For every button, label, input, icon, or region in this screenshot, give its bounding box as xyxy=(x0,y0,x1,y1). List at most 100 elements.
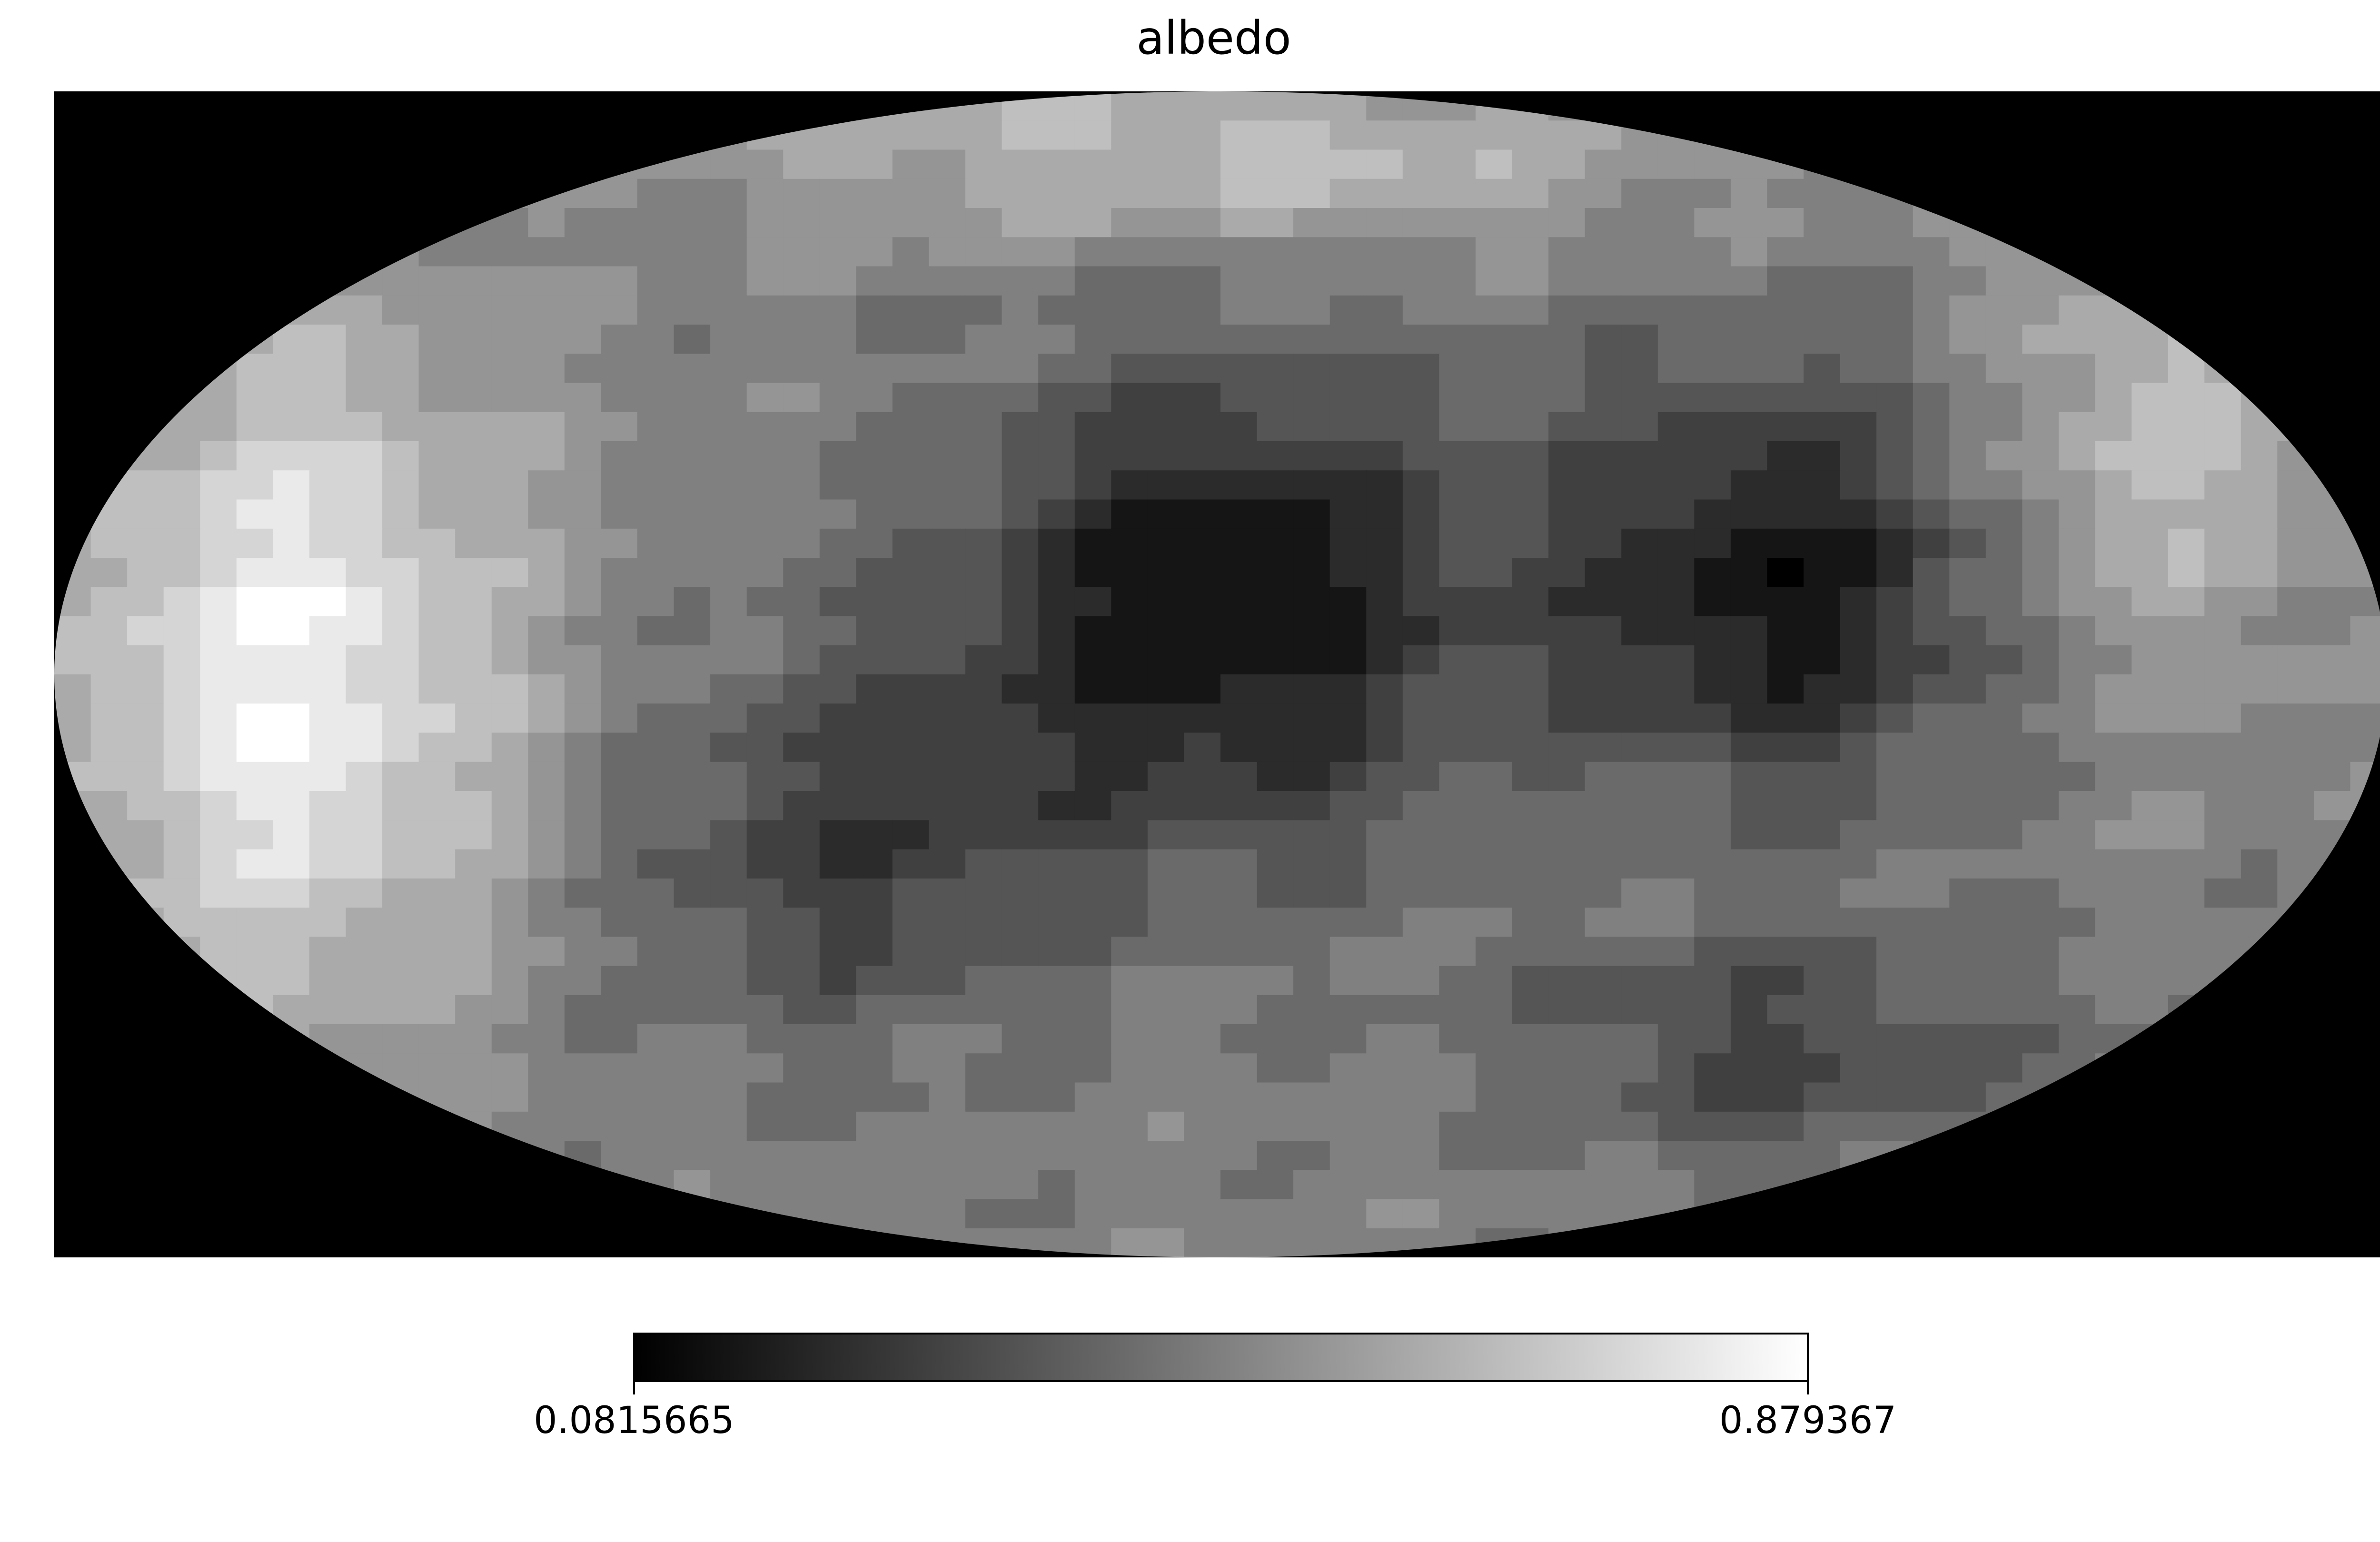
map-cell xyxy=(1657,178,1695,209)
map-cell xyxy=(1220,91,1258,121)
map-cell xyxy=(856,761,893,792)
map-cell xyxy=(1657,325,1695,355)
map-cell xyxy=(127,703,164,733)
map-cell xyxy=(1293,761,1330,792)
map-cell xyxy=(2204,849,2241,879)
map-cell xyxy=(1621,266,1658,296)
map-cell xyxy=(1767,908,1804,938)
map-cell xyxy=(528,587,565,617)
map-cell xyxy=(1402,645,1440,675)
map-cell xyxy=(892,295,930,326)
map-cell xyxy=(2241,645,2278,675)
map-cell xyxy=(1985,761,2023,792)
map-cell xyxy=(1985,995,2023,1025)
map-cell xyxy=(1585,587,1622,617)
map-cell xyxy=(1329,178,1367,209)
map-cell xyxy=(1767,616,1804,646)
map-cell xyxy=(2168,412,2205,442)
map-cell xyxy=(1657,908,1695,938)
map-cell xyxy=(1876,761,1914,792)
map-cell xyxy=(1876,878,1914,909)
map-cell xyxy=(819,178,857,209)
map-cell xyxy=(892,441,930,471)
map-cell xyxy=(1329,528,1367,559)
map-cell xyxy=(1548,937,1586,967)
map-cell xyxy=(1439,761,1476,792)
map-cell xyxy=(1329,703,1367,733)
map-cell xyxy=(674,1111,711,1142)
map-cell xyxy=(1074,587,1112,617)
map-cell xyxy=(783,966,820,996)
map-cell xyxy=(710,383,747,413)
map-cell xyxy=(1038,820,1075,850)
map-cell xyxy=(2132,1024,2169,1054)
map-cell xyxy=(1147,878,1185,909)
map-cell xyxy=(1985,1053,2023,1083)
map-cell xyxy=(783,703,820,733)
map-cell xyxy=(1220,587,1258,617)
map-cell xyxy=(965,208,1002,238)
map-cell xyxy=(2168,995,2205,1025)
map-cell xyxy=(1840,528,1877,559)
map-cell xyxy=(2241,674,2278,704)
map-cell xyxy=(2095,1053,2132,1083)
map-cell xyxy=(90,528,128,559)
map-cell xyxy=(2132,995,2169,1025)
map-cell xyxy=(2313,587,2351,617)
map-cell xyxy=(1840,1141,1877,1171)
map-cell xyxy=(309,995,347,1025)
map-cell xyxy=(163,441,201,471)
map-cell xyxy=(1512,937,1549,967)
map-cell xyxy=(746,208,784,238)
map-cell xyxy=(163,616,201,646)
map-cell xyxy=(1475,1082,1513,1112)
map-cell xyxy=(1257,1024,1294,1054)
map-cell xyxy=(309,1053,347,1083)
map-cell xyxy=(1840,616,1877,646)
map-cell xyxy=(1475,528,1513,559)
map-cell xyxy=(710,325,747,355)
map-cell xyxy=(2058,412,2096,442)
map-cell xyxy=(929,325,966,355)
map-cell xyxy=(746,1111,784,1142)
map-cell xyxy=(528,441,565,471)
map-cell xyxy=(163,499,201,529)
map-cell xyxy=(564,1082,602,1112)
map-cell xyxy=(1002,178,1039,209)
map-cell xyxy=(382,995,419,1025)
map-cell xyxy=(200,849,237,879)
map-cell xyxy=(1038,1170,1075,1200)
map-cell xyxy=(2241,820,2278,850)
map-cell xyxy=(929,178,966,209)
map-cell xyxy=(1111,937,1148,967)
map-cell xyxy=(1074,937,1112,967)
map-cell xyxy=(1257,1082,1294,1112)
map-cell xyxy=(2241,908,2278,938)
map-cell xyxy=(455,1111,492,1142)
map-cell xyxy=(710,674,747,704)
map-cell xyxy=(1585,558,1622,588)
map-cell xyxy=(1402,908,1440,938)
map-cell xyxy=(1147,149,1185,179)
map-cell xyxy=(1293,1024,1330,1054)
map-cell xyxy=(783,528,820,559)
map-cell xyxy=(819,1053,857,1083)
map-cell xyxy=(1949,616,1986,646)
map-cell xyxy=(892,354,930,384)
map-cell xyxy=(1585,295,1622,326)
map-cell xyxy=(309,966,347,996)
map-cell xyxy=(1220,966,1258,996)
map-cell xyxy=(1439,91,1476,121)
map-cell xyxy=(1038,383,1075,413)
map-cell xyxy=(1293,1111,1330,1142)
map-cell xyxy=(1220,120,1258,150)
map-cell xyxy=(1293,558,1330,588)
map-cell xyxy=(273,383,310,413)
map-cell xyxy=(1767,266,1804,296)
map-cell xyxy=(1694,266,1731,296)
map-cell xyxy=(1840,412,1877,442)
map-cell xyxy=(1074,295,1112,326)
map-cell xyxy=(1402,149,1440,179)
map-cell xyxy=(200,674,237,704)
map-cell xyxy=(1038,1228,1075,1257)
